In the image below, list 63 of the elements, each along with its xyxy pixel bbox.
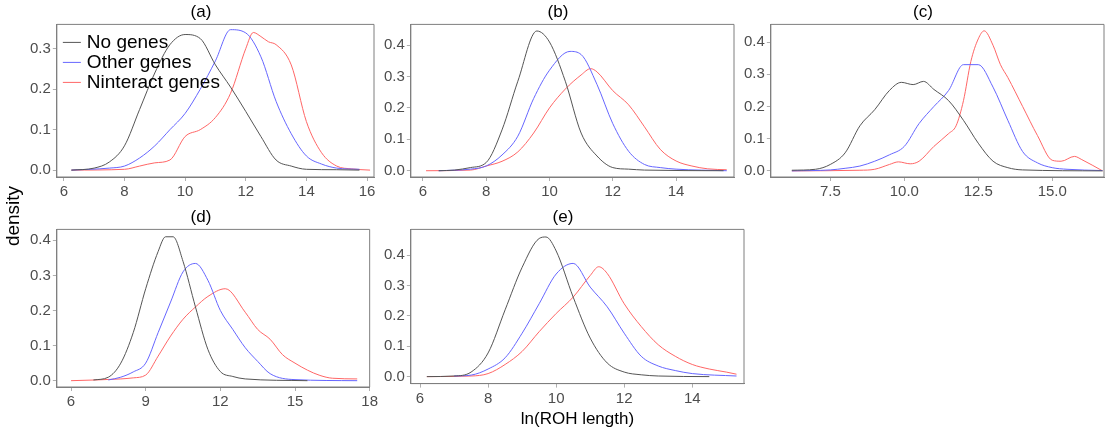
x-tick-label: 10 [176, 182, 194, 200]
chart-title: (c) [913, 1, 933, 21]
chart-title: (d) [190, 206, 212, 226]
x-tick-label: 12.5 [963, 182, 993, 200]
x-tick-label: 15.0 [1037, 182, 1067, 200]
line-series [425, 68, 728, 172]
x-tick-label: 16 [358, 182, 376, 200]
y-tick-label: 0.4 [383, 245, 405, 263]
line-series [426, 236, 710, 378]
y-tick-label: 0.2 [29, 79, 51, 97]
x-tick-label: 12 [237, 182, 255, 200]
line-series [70, 288, 358, 382]
y-tick-label: 0.1 [29, 119, 51, 137]
x-tick-label: 12 [615, 388, 633, 406]
line-series [107, 262, 358, 382]
chart-title: (a) [190, 1, 212, 21]
x-tick-label: 14 [683, 388, 701, 406]
y-tick-label: 0.3 [743, 64, 765, 82]
x-tick-label: 8 [120, 182, 129, 200]
y-tick-label: 0.4 [383, 35, 405, 53]
y-tick-label: 0.3 [383, 275, 405, 293]
y-tick-label: 0.0 [383, 160, 405, 178]
x-tick-label: 8 [483, 388, 493, 406]
y-tick-label: 0.0 [383, 366, 405, 384]
x-tick-label: 6 [59, 182, 68, 200]
y-tick-label: 0.2 [29, 300, 51, 318]
y-tick-label: 0.4 [743, 32, 765, 50]
x-tick-label: 12 [212, 392, 229, 410]
y-axis-title: density [2, 185, 24, 247]
y-tick-label: 0.2 [383, 98, 405, 116]
y-tick-label: 0.1 [383, 129, 405, 147]
x-tick-label: 18 [361, 392, 378, 410]
x-axis-title: ln(ROH length) [520, 409, 635, 429]
x-tick-label: 6 [66, 392, 76, 410]
y-tick-label: 0.0 [29, 160, 51, 178]
line-series [92, 236, 308, 382]
y-tick-label: 0.3 [383, 66, 405, 84]
x-tick-label: 12 [604, 182, 622, 200]
x-tick-label: 6 [415, 388, 425, 406]
y-tick-label: 0.3 [29, 38, 51, 56]
x-tick-label: 6 [418, 182, 428, 200]
x-tick-label: 8 [482, 182, 491, 200]
y-tick-label: 0.0 [29, 370, 51, 388]
x-tick-label: 10 [547, 388, 565, 406]
y-tick-label: 0.0 [743, 161, 765, 179]
chart-title: (b) [547, 1, 569, 21]
y-tick-label: 0.2 [743, 96, 765, 114]
x-tick-label: 9 [141, 392, 150, 410]
x-tick-label: 14 [298, 182, 315, 200]
y-tick-label: 0.2 [383, 306, 405, 324]
chart-title: (e) [552, 206, 574, 226]
x-tick-label: 10 [541, 182, 558, 200]
y-tick-label: 0.1 [383, 336, 405, 354]
y-tick-label: 0.1 [743, 128, 765, 146]
line-series [791, 30, 1104, 172]
x-tick-label: 7.5 [819, 182, 841, 200]
x-tick-label: 15 [286, 392, 304, 410]
y-tick-label: 0.3 [29, 265, 51, 283]
legend-label: No genes [86, 30, 169, 52]
x-tick-label: 10.0 [889, 182, 919, 200]
y-tick-label: 0.1 [29, 335, 51, 353]
y-tick-label: 0.4 [29, 230, 51, 248]
x-tick-label: 14 [667, 182, 685, 200]
